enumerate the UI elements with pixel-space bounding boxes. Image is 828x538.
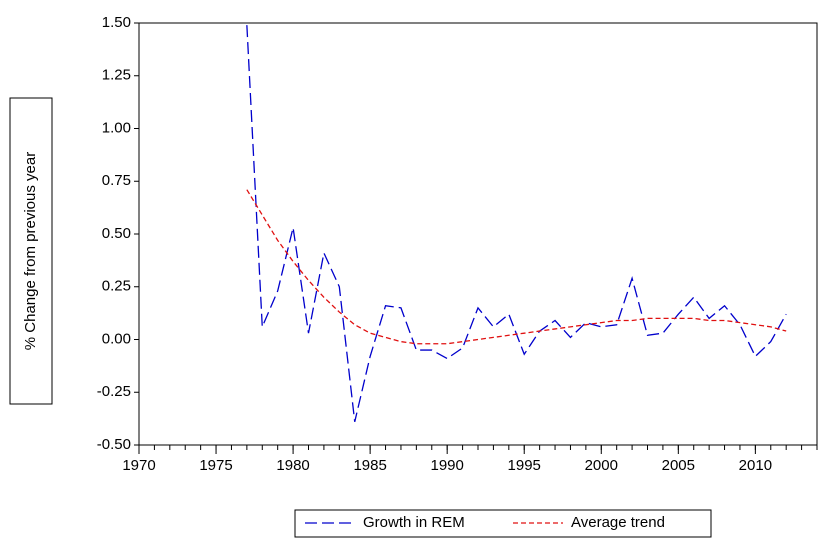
y-tick-label: 0.00 (102, 330, 131, 347)
y-tick-label: 0.50 (102, 225, 131, 242)
y-tick-label: -0.25 (97, 383, 131, 400)
legend-label: Growth in REM (363, 514, 465, 531)
x-tick-label: 2005 (662, 457, 695, 474)
y-tick-label: 1.50 (102, 14, 131, 31)
x-tick-label: 1975 (199, 457, 232, 474)
x-tick-label: 1970 (122, 457, 155, 474)
x-tick-label: 2010 (739, 457, 772, 474)
x-tick-label: 1985 (353, 457, 386, 474)
x-tick-label: 1995 (508, 457, 541, 474)
x-tick-label: 1990 (430, 457, 463, 474)
legend-label: Average trend (571, 514, 665, 531)
x-tick-label: 2000 (585, 457, 618, 474)
series-line (246, 25, 787, 422)
y-tick-label: 0.25 (102, 278, 131, 295)
y-axis-label: % Change from previous year (22, 152, 39, 350)
y-tick-label: 0.75 (102, 172, 131, 189)
x-tick-label: 1980 (276, 457, 309, 474)
plot-frame (138, 22, 818, 446)
y-tick-label: 1.00 (102, 119, 131, 136)
y-tick-label: -0.50 (97, 436, 131, 453)
series-line (246, 189, 787, 345)
legend-box (294, 509, 712, 538)
y-label-box (9, 97, 53, 405)
y-tick-label: 1.25 (102, 67, 131, 84)
